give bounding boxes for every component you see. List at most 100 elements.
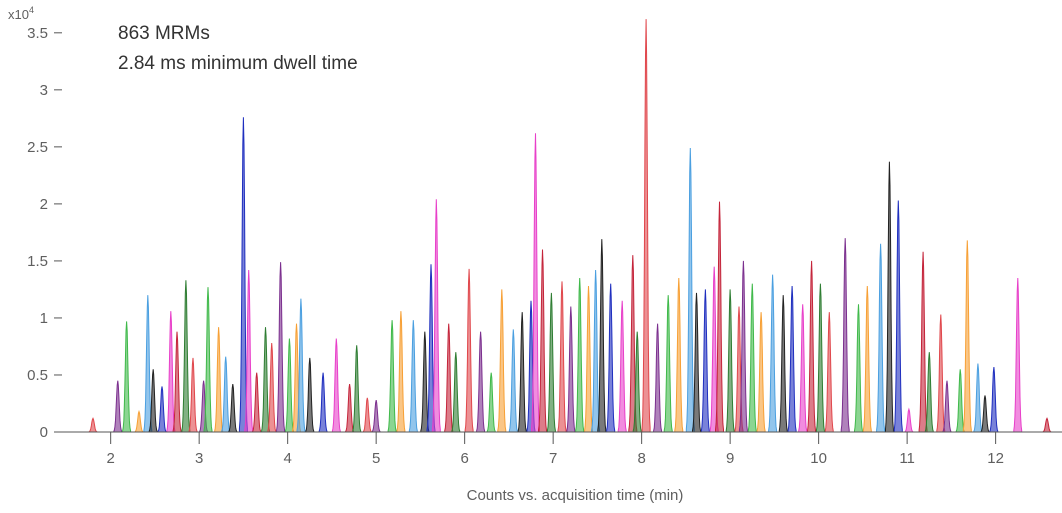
- svg-text:x104: x104: [8, 5, 34, 22]
- chromatogram-peak: [815, 283, 825, 433]
- chromatogram-peak: [345, 384, 355, 433]
- chromatogram-peak: [606, 283, 616, 433]
- y-tick-label: 2.5: [27, 139, 48, 156]
- x-tick-label: 7: [549, 450, 557, 467]
- chromatogram-peak: [973, 363, 983, 433]
- chromatogram-peak: [904, 407, 914, 433]
- annotation-dwell-time: 2.84 ms minimum dwell time: [118, 53, 358, 74]
- chromatogram-peak: [1042, 417, 1052, 433]
- peaks-layer: [88, 19, 1052, 433]
- chromatogram-peak: [617, 300, 627, 433]
- x-tick-label: 3: [195, 450, 203, 467]
- chromatogram-peak: [157, 386, 167, 433]
- chromatogram-peak: [444, 323, 454, 433]
- chromatogram-peak: [787, 285, 797, 433]
- y-tick-label: 3.5: [27, 25, 48, 42]
- chromatogram-peak: [566, 306, 576, 433]
- chromatogram-peak: [188, 357, 198, 433]
- chromatogram-peak: [318, 372, 328, 433]
- chromatogram-peak: [362, 397, 372, 433]
- chromatogram-peak: [166, 311, 176, 433]
- chromatogram-peak: [261, 327, 270, 433]
- y-multiplier-base: x10: [8, 7, 29, 22]
- chromatogram-peak: [824, 312, 834, 433]
- x-tick-label: 2: [107, 450, 115, 467]
- chromatogram-peak: [854, 304, 863, 433]
- chromatogram-peak: [122, 321, 132, 433]
- x-tick-label: 12: [987, 450, 1004, 467]
- chromatogram-peak: [597, 239, 607, 433]
- chromatogram-peak: [840, 238, 850, 433]
- chromatogram-peak: [252, 372, 262, 433]
- annotation-mrm-count: 863 MRMs: [118, 23, 210, 44]
- chromatogram-peak: [143, 295, 153, 433]
- chromatogram-peak: [936, 314, 946, 433]
- chromatogram-peak: [214, 327, 224, 433]
- chromatogram-peak: [267, 342, 277, 433]
- y-axis-ticks: 0 0.5 1 1.5 2 2.5 3 3.5: [27, 25, 62, 441]
- chromatogram-peak: [464, 268, 474, 433]
- chromatogram-peak: [134, 409, 144, 433]
- chromatogram-peak: [641, 19, 651, 433]
- chromatogram-peak: [756, 312, 766, 433]
- chromatogram-peak: [591, 269, 601, 433]
- chromatogram-peak: [942, 380, 952, 433]
- chromatogram-peak: [431, 199, 441, 433]
- chromatogram-peak: [685, 147, 695, 433]
- chromatogram-peak: [508, 329, 518, 433]
- chromatogram-peak: [747, 283, 757, 433]
- chromatogram-peak: [918, 251, 928, 433]
- x-tick-label: 5: [372, 450, 380, 467]
- y-tick-label: 0: [40, 424, 48, 441]
- y-tick-label: 2: [40, 196, 48, 213]
- chromatogram-peak: [172, 331, 182, 433]
- x-tick-label: 6: [460, 450, 468, 467]
- chromatogram-peak: [557, 281, 567, 433]
- x-tick-label: 9: [726, 450, 734, 467]
- chromatogram-peak: [88, 417, 98, 433]
- chromatogram-peak: [1013, 277, 1023, 433]
- x-tick-label: 8: [637, 450, 645, 467]
- chromatogram-peak: [575, 277, 585, 433]
- chromatogram-peak: [876, 243, 886, 433]
- y-tick-label: 3: [40, 82, 48, 99]
- y-tick-label: 1: [40, 310, 48, 327]
- chromatogram-peak: [980, 395, 990, 433]
- chromatogram-peak: [807, 260, 816, 433]
- chromatogram-peak: [955, 369, 965, 433]
- chromatogram-peak: [305, 357, 315, 433]
- y-tick-label: 1.5: [27, 253, 48, 270]
- chromatogram-peak: [962, 240, 972, 433]
- chromatogram-peak: [692, 292, 701, 433]
- y-multiplier-exponent: 4: [29, 5, 34, 15]
- chromatogram-peak: [531, 133, 540, 433]
- chromatogram-peak: [924, 352, 934, 433]
- chromatogram-peak: [798, 304, 808, 433]
- chromatogram-peak: [476, 331, 486, 433]
- chromatogram-peak: [715, 201, 724, 433]
- chromatogram-peak: [276, 262, 286, 433]
- chromatogram-peak: [331, 338, 341, 433]
- chromatogram-peak: [989, 366, 999, 433]
- chromatogram-peak: [113, 380, 123, 433]
- chromatogram-peak: [632, 331, 642, 433]
- chromatogram-peak: [725, 289, 735, 433]
- y-tick-label: 0.5: [27, 367, 48, 384]
- chromatogram-peak: [674, 277, 684, 433]
- chromatogram-peak: [663, 295, 673, 433]
- chromatogram-peak: [486, 372, 496, 433]
- chromatogram-peak: [296, 298, 306, 433]
- chromatogram-peak: [408, 320, 418, 433]
- chromatogram-peak: [387, 320, 397, 433]
- x-tick-label: 4: [283, 450, 291, 467]
- chromatogram-peak: [700, 289, 710, 433]
- chromatogram-peak: [228, 384, 238, 433]
- chromatogram-peak: [584, 285, 593, 433]
- chromatogram-peak: [451, 352, 461, 433]
- y-multiplier-label: x104: [8, 5, 34, 22]
- chromatogram-peak: [352, 345, 362, 433]
- chromatogram-peak: [497, 289, 507, 433]
- x-axis-ticks: 2 3 4 5 6 7 8 9 10 11 12: [107, 432, 1004, 467]
- chromatogram-peak: [862, 285, 872, 433]
